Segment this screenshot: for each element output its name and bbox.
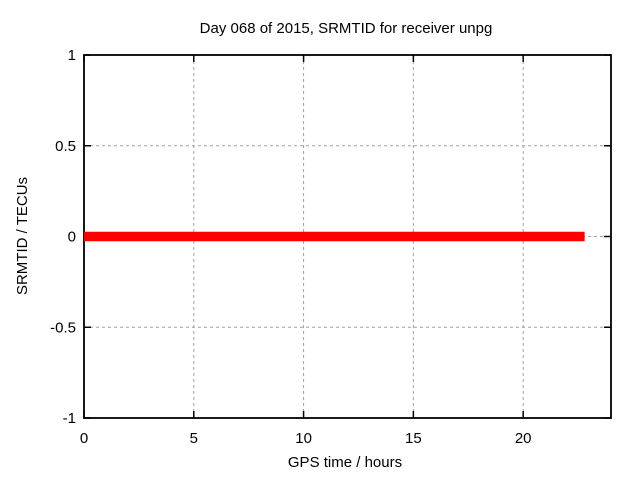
y-tick-label: 0 <box>68 229 76 246</box>
x-tick-label: 15 <box>405 430 422 447</box>
y-tick-label: 1 <box>68 47 76 64</box>
y-tick-label: -1 <box>63 410 76 427</box>
x-axis-label: GPS time / hours <box>288 454 402 471</box>
x-tick-label: 20 <box>515 430 532 447</box>
x-tick-label: 5 <box>190 430 198 447</box>
x-tick-label: 10 <box>295 430 312 447</box>
plot-layers: 0 5 10 15 20 -1 -0.5 0 0.5 1 <box>50 47 612 447</box>
y-tick-label: 0.5 <box>55 138 76 155</box>
y-tick-label: -0.5 <box>50 319 76 336</box>
y-axis-label: SRMTID / TECUs <box>14 177 31 295</box>
chart-title: Day 068 of 2015, SRMTID for receiver unp… <box>200 20 493 37</box>
x-tick-label: 0 <box>80 430 88 447</box>
